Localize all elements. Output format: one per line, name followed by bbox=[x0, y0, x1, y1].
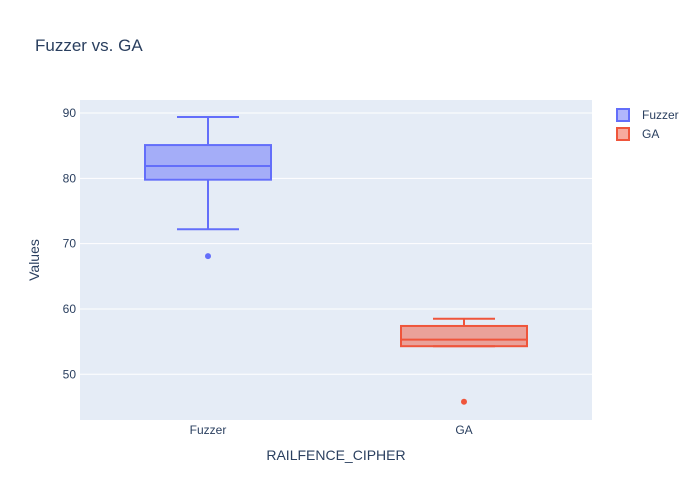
x-tick-label: GA bbox=[455, 423, 472, 437]
box-iqr bbox=[400, 324, 528, 348]
chart-title: Fuzzer vs. GA bbox=[35, 36, 143, 55]
outlier-point bbox=[461, 398, 467, 405]
legend-swatch bbox=[616, 127, 630, 141]
y-tick-label: 70 bbox=[63, 237, 77, 251]
box-traces bbox=[144, 115, 528, 405]
y-tick-label: 60 bbox=[63, 302, 77, 316]
y-tick-label: 90 bbox=[63, 106, 77, 120]
box-trace[interactable] bbox=[400, 317, 528, 405]
legend-swatch bbox=[616, 108, 630, 122]
x-axis-ticks: Fuzzer GA bbox=[190, 423, 473, 437]
x-axis-title: RAILFENCE_CIPHER bbox=[266, 447, 405, 463]
y-tick-label: 50 bbox=[63, 367, 77, 381]
legend[interactable]: Fuzzer GA bbox=[616, 108, 679, 141]
legend-label: GA bbox=[642, 127, 659, 141]
y-axis-ticks: 50 60 70 80 90 bbox=[63, 106, 77, 381]
legend-item[interactable]: GA bbox=[616, 127, 659, 141]
x-tick-label: Fuzzer bbox=[190, 423, 227, 437]
box-iqr bbox=[144, 144, 272, 181]
legend-item[interactable]: Fuzzer bbox=[616, 108, 679, 122]
y-axis-title: Values bbox=[26, 239, 42, 281]
box-trace[interactable] bbox=[144, 115, 272, 260]
legend-label: Fuzzer bbox=[642, 108, 679, 122]
y-tick-label: 80 bbox=[63, 171, 77, 185]
outlier-point bbox=[205, 253, 211, 260]
